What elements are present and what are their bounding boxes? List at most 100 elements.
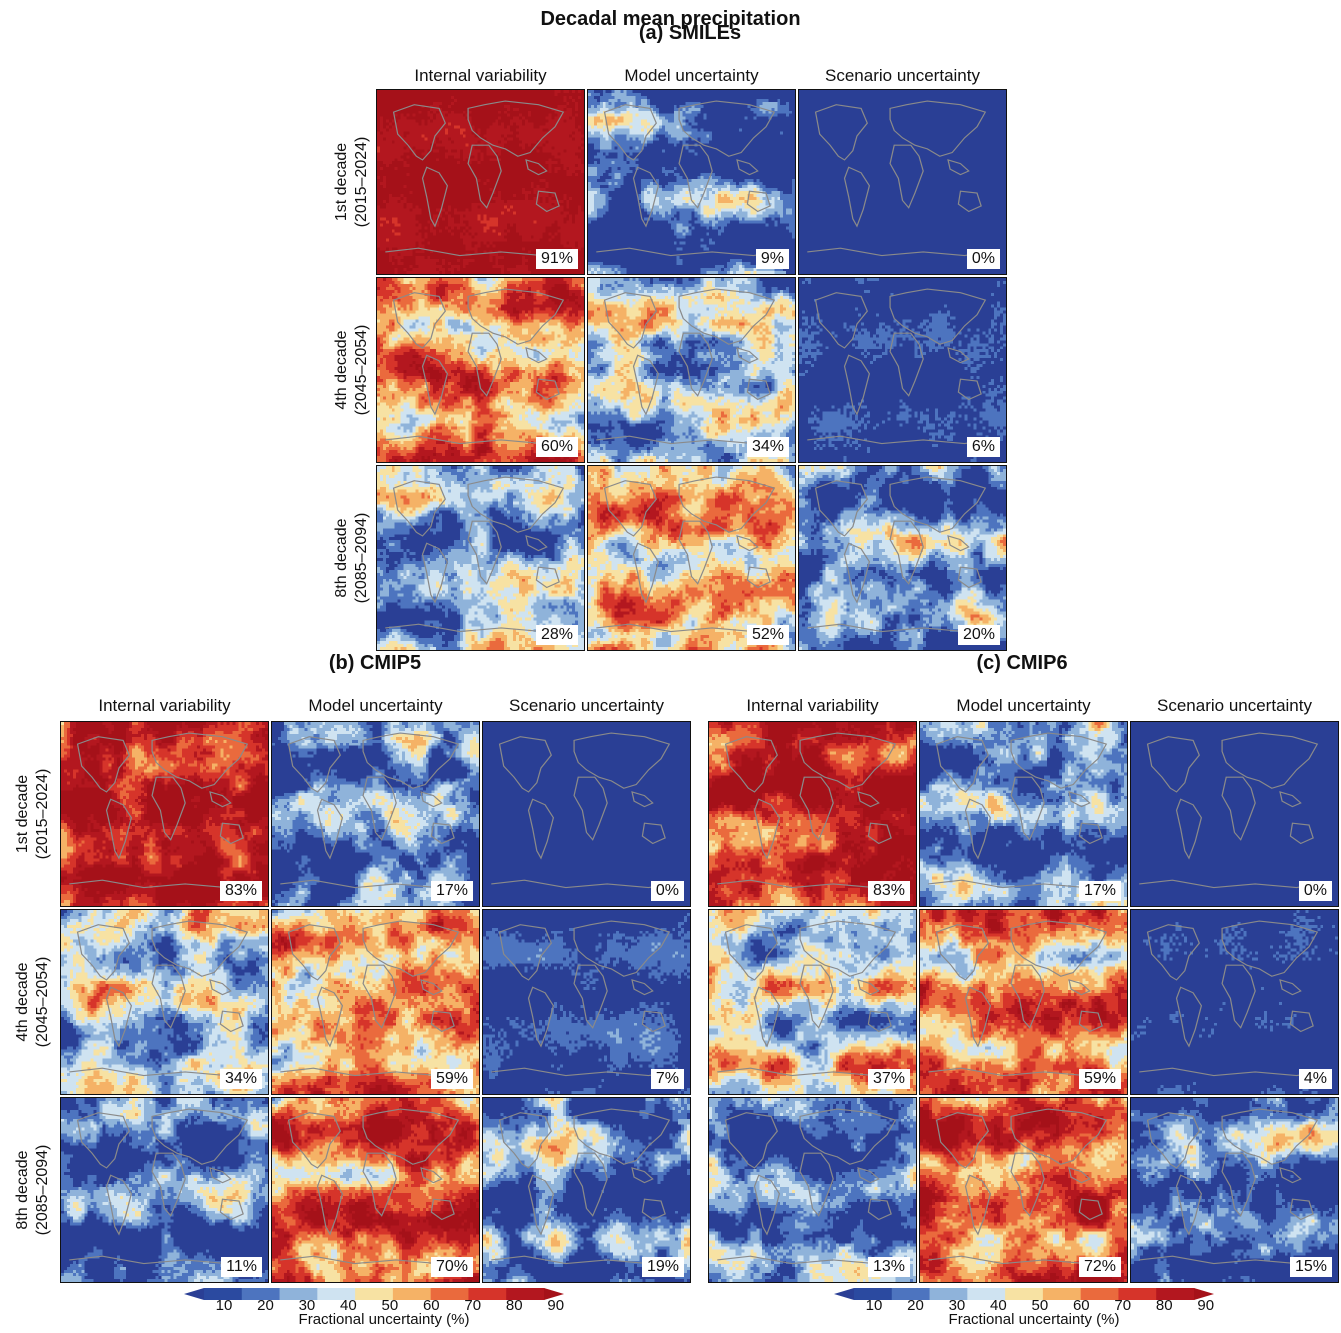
coastline: [947, 159, 970, 176]
percent-label: 15%: [1289, 1257, 1332, 1277]
uncertainty-field: [483, 910, 690, 1094]
coastline: [1221, 920, 1319, 977]
row-label: 8th decade (2085–2094): [332, 513, 372, 604]
colorbar-segment: [929, 1288, 968, 1300]
coastline-outline: [385, 476, 576, 633]
percent-label: 59%: [1078, 1069, 1121, 1089]
colorbar-segment: [204, 1288, 243, 1300]
coastline: [151, 964, 186, 1029]
coastline: [525, 159, 548, 176]
coastline-outline: [717, 732, 908, 889]
uncertainty-field: [709, 1098, 916, 1282]
uncertainty-field: [709, 910, 916, 1094]
coastline: [746, 190, 771, 213]
coastline: [1175, 986, 1203, 1048]
map-panel: 72%: [919, 1097, 1128, 1283]
map-panel: 7%: [482, 909, 691, 1095]
uncertainty-field: [272, 1098, 479, 1282]
coastline: [843, 542, 871, 604]
percent-label: 37%: [867, 1069, 910, 1089]
coastline: [151, 1152, 186, 1217]
map-panel: 6%: [798, 277, 1007, 463]
coastline: [1078, 822, 1103, 845]
coastline: [1068, 979, 1091, 996]
colorbar-tick-label: 40: [340, 1297, 357, 1314]
percent-label: 60%: [535, 437, 578, 457]
colorbar-tick-label: 60: [422, 1297, 440, 1314]
coastline: [1010, 732, 1108, 789]
colorbar-tick-label: 90: [547, 1297, 565, 1314]
percent-label: 83%: [867, 881, 910, 901]
uncertainty-field: [272, 722, 479, 906]
coastline: [1279, 979, 1302, 996]
percent-label: 0%: [1298, 881, 1332, 901]
uncertainty-field: [377, 278, 584, 462]
row-label-line1: 1st decade: [14, 774, 31, 854]
coastline: [843, 354, 871, 416]
coastline: [209, 791, 232, 808]
coastline: [525, 535, 548, 552]
row-label: 1st decade (2015–2024): [13, 769, 53, 860]
coastline: [287, 736, 342, 793]
colorbar: [184, 1288, 564, 1300]
colorbar-tick-label: 50: [381, 1297, 399, 1314]
colorbar-tick-label: 30: [948, 1297, 966, 1314]
percent-label: 0%: [650, 881, 684, 901]
coastline: [420, 979, 443, 996]
coastline: [316, 798, 344, 860]
coastline: [889, 288, 987, 345]
coastline: [316, 1174, 344, 1236]
coastline: [964, 798, 992, 860]
coastline: [889, 476, 987, 533]
coastline: [527, 1174, 555, 1236]
colorbar-segment: [967, 1288, 1006, 1300]
coastline: [753, 798, 781, 860]
coastline: [746, 566, 771, 589]
coastline: [392, 480, 447, 537]
coastline: [467, 100, 565, 157]
coastline-outline: [596, 100, 787, 257]
colorbar-segment: [1005, 1288, 1044, 1300]
coastline: [603, 104, 658, 161]
colorbar-tick-label: 80: [1155, 1297, 1173, 1314]
coastline: [1068, 1167, 1091, 1184]
coastline: [573, 964, 608, 1029]
column-header: Model uncertainty: [956, 696, 1091, 715]
colorbar-ticks: 10 20 30 40 50 60 70 80 90: [866, 1297, 1215, 1315]
colorbar-segment: [1042, 1288, 1082, 1300]
map-panel: 0%: [1130, 721, 1339, 907]
colorbar-tick-label: 90: [1197, 1297, 1215, 1314]
percent-label: 17%: [430, 881, 473, 901]
coastline: [467, 476, 565, 533]
uncertainty-field: [1131, 722, 1338, 906]
percent-label: 28%: [535, 625, 578, 645]
coastline: [287, 1112, 342, 1169]
row-label-line1: 4th decade: [14, 962, 31, 1042]
colorbar-tick-label: 20: [257, 1297, 274, 1314]
coastline: [467, 520, 502, 585]
coastline-outline: [69, 920, 260, 1077]
map-panel: 0%: [482, 721, 691, 907]
coastline: [420, 791, 443, 808]
percent-label: 17%: [1078, 881, 1121, 901]
coastline: [603, 480, 658, 537]
row-label-line2: (2015–2024): [34, 768, 51, 860]
colorbar-label: Fractional uncertainty (%): [298, 1311, 470, 1328]
coastline: [935, 924, 990, 981]
colorbar-segment: [279, 1288, 318, 1300]
colorbar-segment: [506, 1288, 545, 1300]
coastline: [678, 100, 776, 157]
map-panel: 70%: [271, 1097, 480, 1283]
coastline: [678, 288, 776, 345]
coastline: [867, 1198, 892, 1221]
coastline: [421, 542, 449, 604]
coastline-outline: [928, 920, 1119, 1077]
map-panel: 15%: [1130, 1097, 1339, 1283]
coastline: [724, 924, 779, 981]
map-panel: 17%: [919, 721, 1128, 907]
coastline: [1279, 791, 1302, 808]
coastline: [678, 520, 713, 585]
coastline: [527, 986, 555, 1048]
colorbar-over-arrow: [1194, 1288, 1214, 1300]
coastline: [867, 1010, 892, 1033]
